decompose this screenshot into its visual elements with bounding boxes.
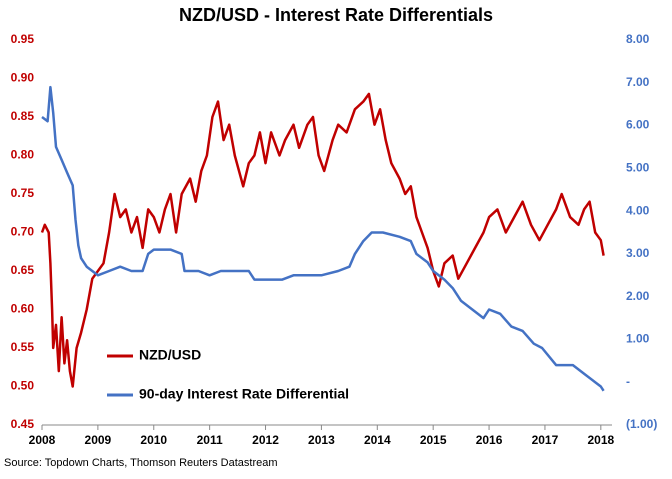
y-tick-label: 0.90	[11, 71, 35, 85]
y2-tick-label: -	[626, 374, 630, 388]
y-tick-label: 0.70	[11, 225, 35, 239]
y2-tick-label: 3.00	[626, 246, 650, 260]
y-tick-label: 0.60	[11, 302, 35, 316]
y-tick-label: 0.75	[11, 186, 35, 200]
x-tick-label: 2017	[532, 433, 559, 447]
y-tick-label: 0.80	[11, 148, 35, 162]
x-tick-label: 2018	[587, 433, 614, 447]
y-tick-label: 0.45	[11, 417, 35, 431]
y2-tick-label: 6.00	[626, 118, 650, 132]
x-tick-label: 2008	[29, 433, 56, 447]
y2-tick-label: 7.00	[626, 75, 650, 89]
x-tick-label: 2009	[85, 433, 112, 447]
y2-tick-label: 8.00	[626, 32, 650, 46]
y2-tick-label: 1.00	[626, 332, 650, 346]
legend-box	[103, 345, 385, 411]
x-tick-label: 2012	[252, 433, 279, 447]
x-tick-label: 2011	[197, 433, 223, 447]
y-tick-label: 0.55	[11, 340, 35, 354]
y-tick-label: 0.95	[11, 32, 35, 46]
x-tick-label: 2015	[420, 433, 447, 447]
x-tick-label: 2013	[308, 433, 335, 447]
y2-tick-label: 4.00	[626, 203, 650, 217]
y-tick-label: 0.50	[11, 379, 35, 393]
chart-title: NZD/USD - Interest Rate Differentials	[179, 5, 493, 25]
y2-tick-label: 2.00	[626, 289, 650, 303]
x-tick-label: 2014	[364, 433, 391, 447]
y2-tick-label: (1.00)	[626, 417, 657, 431]
x-tick-label: 2016	[476, 433, 503, 447]
x-tick-label: 2010	[140, 433, 167, 447]
series-line	[40, 92, 605, 388]
legend-label: NZD/USD	[139, 347, 201, 363]
y-tick-label: 0.85	[11, 109, 35, 123]
series-line	[41, 85, 605, 392]
y-tick-label: 0.65	[11, 263, 35, 277]
source-note: Source: Topdown Charts, Thomson Reuters …	[4, 457, 278, 469]
legend-label: 90-day Interest Rate Differential	[139, 386, 349, 402]
y2-tick-label: 5.00	[626, 161, 650, 175]
